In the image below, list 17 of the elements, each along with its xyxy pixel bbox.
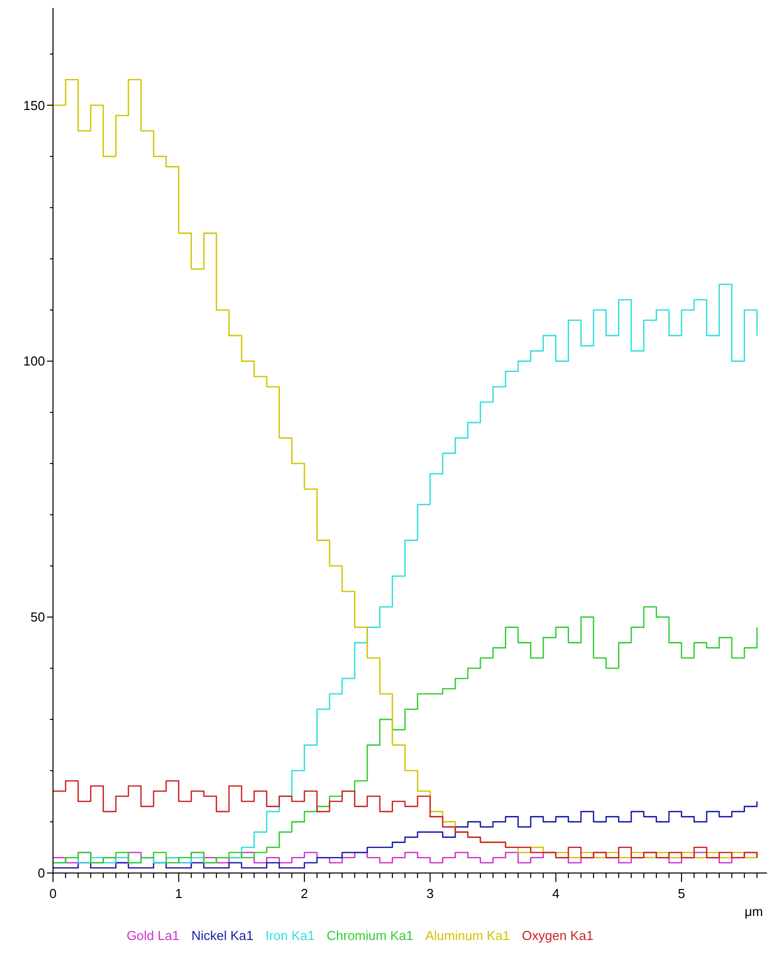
x-tick-label: 4 (552, 886, 560, 901)
x-tick-label: 3 (426, 886, 434, 901)
x-tick-label: 0 (49, 886, 57, 901)
text: Gold La1 (126, 928, 180, 943)
text: Nickel Ka1 (191, 928, 254, 943)
x-tick-label: 5 (678, 886, 686, 901)
x-tick-label: 2 (300, 886, 308, 901)
x-axis-title: μm (744, 904, 763, 919)
text: Iron Ka1 (265, 928, 315, 943)
y-tick-label: 50 (30, 610, 45, 625)
y-tick-label: 100 (23, 354, 45, 369)
text: Chromium Ka1 (326, 928, 414, 943)
y-tick-label: 0 (38, 866, 45, 881)
x-tick-label: 1 (175, 886, 182, 901)
text: Aluminum Ka1 (425, 928, 510, 943)
y-tick-label: 150 (23, 98, 45, 113)
text: Oxygen Ka1 (522, 928, 594, 943)
